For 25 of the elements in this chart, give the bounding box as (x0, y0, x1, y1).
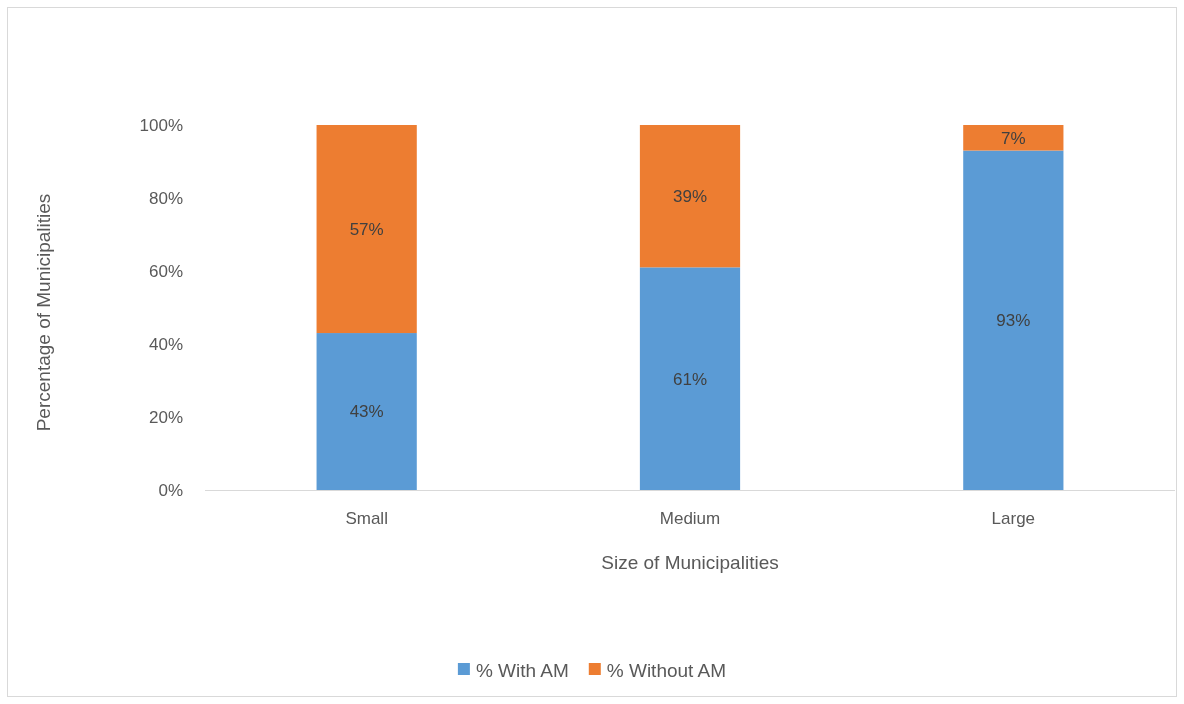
data-label: 39% (672, 187, 708, 207)
bar (963, 125, 1064, 151)
x-tick-label: Small (345, 509, 388, 529)
bar (963, 150, 1064, 490)
x-tick-label: Medium (659, 509, 721, 529)
legend-label: % Without AM (606, 659, 727, 681)
x-axis-title: Size of Municipalities (601, 552, 779, 573)
bar (639, 267, 741, 490)
y-tick-label: 80% (148, 188, 183, 208)
bar (316, 125, 417, 334)
y-tick-label: 60% (148, 261, 183, 281)
data-label: 93% (996, 311, 1031, 331)
y-tick-label: 40% (148, 334, 183, 354)
data-label: 43% (349, 402, 384, 422)
data-label: 57% (349, 219, 384, 239)
bar (639, 125, 741, 268)
y-tick-label: 100% (139, 115, 183, 135)
y-axis-title: Percentage of Municipalities (33, 193, 54, 432)
data-label: 7% (1001, 128, 1026, 148)
y-tick-label: 0% (158, 480, 183, 500)
legend-label: % With AM (475, 659, 569, 681)
x-tick-label: Large (991, 509, 1036, 529)
data-label: 61% (672, 369, 708, 389)
bar (316, 333, 417, 490)
y-tick-label: 20% (148, 407, 183, 427)
